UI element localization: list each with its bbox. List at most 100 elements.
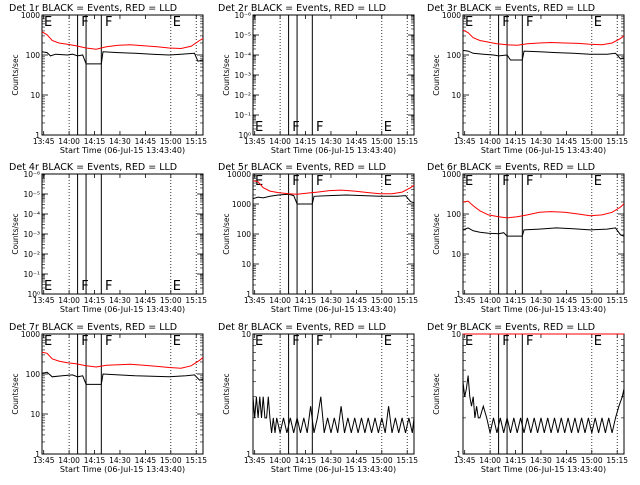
y-tick-label: 10 (241, 260, 251, 269)
y-tick-label: 1000 (21, 11, 40, 20)
plot-frame (462, 173, 625, 295)
y-tick-label: 10⁻² (23, 250, 40, 259)
x-tick-label: 14:00 (58, 296, 80, 305)
x-tick-label: 14:30 (109, 137, 131, 146)
x-tick-label: 14:15 (505, 456, 527, 465)
segment-flag-e: E (173, 15, 181, 30)
x-tick-label: 14:15 (505, 137, 527, 146)
chart-title: Det 6r BLACK = Events, RED = LLD (427, 162, 595, 173)
x-tick-label: 15:00 (371, 456, 393, 465)
y-axis-label: Counts/sec (432, 213, 441, 254)
x-axis-label: Start Time (06-Jul-15 13:43:40) (60, 146, 185, 155)
segment-flag-f: F (502, 15, 509, 30)
chart-title: Det 7r BLACK = Events, RED = LLD (9, 322, 177, 333)
y-tick-label: 100 (237, 230, 252, 239)
series-line-lld (462, 200, 625, 219)
y-tick-label: 10 (451, 330, 461, 339)
x-tick-label: 14:30 (530, 456, 552, 465)
y-axis-label: Counts/sec (432, 54, 441, 95)
x-tick-label: 13:45 (454, 296, 476, 305)
y-tick-label: 10⁻² (234, 91, 251, 100)
x-tick-label: 14:45 (346, 137, 368, 146)
x-tick-label: 15:00 (160, 456, 182, 465)
segment-flag-f: F (292, 120, 299, 135)
x-tick-label: 15:15 (606, 456, 628, 465)
plot-frame (462, 14, 625, 136)
y-tick-label: 10⁻⁵ (23, 190, 40, 199)
x-tick-label: 14:15 (84, 456, 106, 465)
x-tick-label: 15:00 (581, 456, 603, 465)
x-tick-label: 14:45 (346, 296, 368, 305)
y-tick-label: 10 (241, 330, 251, 339)
segment-flag-e: E (594, 334, 602, 349)
segment-flag-e: E (465, 15, 473, 30)
segment-flag-e: E (384, 174, 392, 189)
segment-flag-f: F (526, 174, 533, 189)
series-line-lld (252, 180, 415, 195)
y-axis-label: Counts/sec (432, 373, 441, 414)
x-axis-label: Start Time (06-Jul-15 13:43:40) (481, 305, 606, 314)
y-tick-label: 100 (26, 51, 41, 60)
y-tick-label: 1000 (442, 11, 461, 20)
x-tick-label: 15:15 (185, 456, 207, 465)
segment-flag-f: F (81, 279, 88, 294)
x-tick-label: 15:15 (606, 296, 628, 305)
segment-flag-e: E (44, 279, 52, 294)
y-tick-label: 1 (246, 290, 251, 299)
segment-flag-f: F (526, 334, 533, 349)
plot-frame (41, 173, 204, 295)
x-tick-label: 13:45 (244, 137, 266, 146)
x-tick-label: 15:00 (371, 296, 393, 305)
y-tick-label: 10 (451, 91, 461, 100)
x-tick-label: 14:30 (320, 137, 342, 146)
segment-flag-f: F (502, 174, 509, 189)
chart-title: Det 1r BLACK = Events, RED = LLD (9, 3, 177, 14)
y-axis-label: Counts/sec (11, 54, 20, 95)
y-tick-label: 10⁻⁴ (234, 51, 251, 60)
x-tick-label: 14:15 (295, 296, 317, 305)
y-tick-label: 10⁻⁵ (234, 31, 251, 40)
x-tick-label: 15:15 (185, 296, 207, 305)
series-line-events (41, 51, 204, 65)
plot-frame (41, 14, 204, 136)
series-line-lld (462, 29, 625, 46)
y-tick-label: 10 (451, 250, 461, 259)
series-line-lld (41, 351, 204, 369)
y-tick-label: 10⁻⁴ (23, 210, 40, 219)
x-tick-label: 14:00 (58, 137, 80, 146)
segment-flag-f: F (105, 334, 112, 349)
segment-flag-f: F (316, 174, 323, 189)
x-tick-label: 15:00 (581, 137, 603, 146)
x-tick-label: 14:15 (295, 456, 317, 465)
y-tick-label: 10 (30, 410, 40, 419)
chart-title: Det 9r BLACK = Events, RED = LLD (427, 322, 595, 333)
x-tick-label: 14:45 (135, 296, 157, 305)
x-axis-label: Start Time (06-Jul-15 13:43:40) (60, 465, 185, 474)
chart-title: Det 8r BLACK = Events, RED = LLD (218, 322, 386, 333)
x-tick-label: 14:00 (269, 456, 291, 465)
x-tick-label: 15:15 (396, 456, 418, 465)
segment-flag-f: F (526, 15, 533, 30)
x-axis-label: Start Time (06-Jul-15 13:43:40) (60, 305, 185, 314)
y-tick-label: 100 (447, 51, 462, 60)
segment-flag-e: E (255, 174, 263, 189)
segment-flag-e: E (255, 120, 263, 135)
series-line-events (462, 375, 625, 434)
y-tick-label: 10⁰ (27, 290, 40, 299)
x-axis-label: Start Time (06-Jul-15 13:43:40) (271, 146, 396, 155)
x-tick-label: 14:00 (479, 137, 501, 146)
series-line-events (252, 193, 415, 205)
x-tick-label: 13:45 (33, 296, 55, 305)
y-tick-label: 1 (35, 450, 40, 459)
segment-flag-f: F (292, 174, 299, 189)
segment-flag-f: F (292, 334, 299, 349)
